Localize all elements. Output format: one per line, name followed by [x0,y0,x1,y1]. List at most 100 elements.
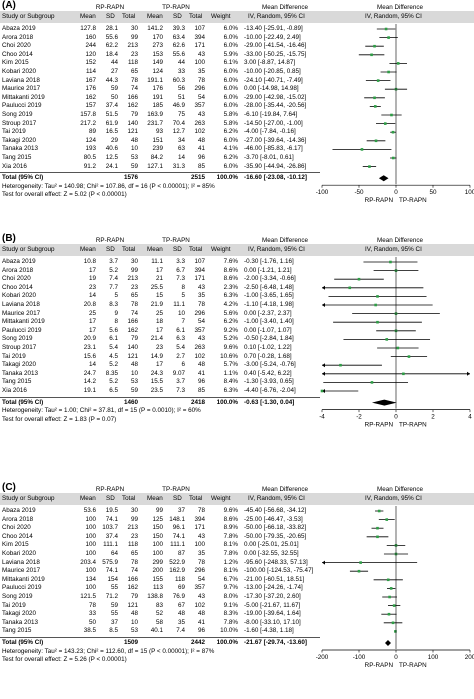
mean-tp: 23.5 [150,387,163,394]
sd-rp: 44.3 [105,76,118,84]
total-tp: 35 [197,550,205,557]
sd-tp: 9.07 [172,369,185,377]
mean-difference-ci: -4.40 [-6.76, -2.04] [244,387,296,394]
sd-rp: 575.9 [102,558,118,566]
sd1-header: SD [106,13,115,20]
mean-rp: 100 [85,584,96,592]
total-label: Total (95% CI) [2,174,44,182]
weight: 6.2% [223,318,238,326]
ci-arrow-left [322,303,325,307]
study-name: Arora 2018 [2,33,34,41]
study-name: Takagi 2020 [2,610,36,618]
mean-tp: 299 [152,558,163,566]
sd-tp: 46.9 [172,102,185,110]
mean-rp: 10.8 [83,258,96,265]
point-estimate [370,53,373,57]
sd-tp: 3.3 [176,258,185,265]
study-name: Tang 2015 [2,154,32,161]
total-tp: 35 [197,68,205,75]
sd-tp: 67 [177,601,185,609]
total-rp: 121 [127,601,138,609]
point-estimate [384,27,388,31]
mean-tp: 18 [155,318,163,326]
sd-tp: 51 [177,93,185,101]
sd-rp: 19.5 [105,507,118,514]
point-estimate [385,518,389,521]
weight: 6.0% [223,162,238,170]
sd-rp: 59 [110,85,118,93]
study-name: Abaza 2019 [2,258,36,265]
mean-difference-ci: -19.00 [-39.64, 1.64] [244,610,301,618]
total-tp: 296 [194,309,205,317]
overall-effect-text: Test for overall effect: Z = 5.02 (P < 0… [2,191,127,199]
weight: 8.1% [223,541,238,549]
study-name: Mittakanti 2019 [2,93,45,101]
mean-rp: 176 [85,85,96,93]
mean-rp: 100 [85,524,96,532]
sd-rp: 28.1 [105,25,118,32]
mean-rp: 20.9 [83,335,96,343]
mean-rp: 100 [85,567,96,575]
mean-rp: 33 [88,610,96,618]
mean-tp: 141.2 [147,25,163,32]
mean-rp: 20.8 [83,301,96,308]
weight: 5.9% [223,50,238,58]
total-tp: 43 [197,111,205,118]
heterogeneity-text: Heterogeneity: Tau² = 143.23; Chi² = 112… [2,647,215,655]
mean-difference-ci: 0.00 [-14.98, 14.98] [244,85,299,93]
total-rp: 74 [130,309,138,317]
mean-tp: 14.9 [150,352,163,360]
mean-tp: 17 [155,266,163,274]
weight: 6.0% [223,68,238,75]
total-rp: 59 [130,162,138,170]
point-estimate [357,569,361,573]
study-name: Choi 2020 [2,42,31,50]
weight-header: Weight [211,246,231,253]
mean-rp: 14.2 [83,378,96,386]
sd-rp: 8.5 [109,627,118,635]
point-estimate [383,122,387,125]
total-rp: 166 [127,93,138,101]
total-tp: 41 [197,618,205,626]
sd-tp: 5.4 [176,344,185,351]
mean-rp: 120 [85,50,96,58]
mean-difference-ci: -6.10 [-19.84, 7.64] [244,111,298,118]
mean-difference-ci: -13.00 [-24.26, -1.74] [244,584,303,592]
sd-rp: 55 [110,610,118,618]
mean-tp: 191 [152,93,163,101]
mean-tp: 176 [152,85,163,93]
sd-tp: 118 [174,575,185,583]
mean-difference-ci: -50.00 [-66.18, -33.82] [244,524,307,532]
x-tick-label: 0 [394,654,398,661]
mean-difference-ci: 0.00 [-1.21, 1.21] [244,266,292,274]
mean-rp: 53.6 [83,507,96,514]
sd-rp: 111.1 [103,541,118,549]
total-tp: 107 [194,258,205,265]
total-rp: 74 [130,85,138,93]
point-estimate [394,630,397,633]
ci-arrow-right [467,371,470,376]
total-rp: 65 [130,292,138,300]
ci-plot-header: IV, Random, 95% CI [365,495,422,502]
total-tp: 2442 [190,639,205,646]
mean-tp: 17 [155,361,163,369]
sd-tp: 11.1 [173,301,185,308]
total-weight: 100.0% [216,398,238,406]
favours-left-label: RP-RAPN [365,662,394,669]
mean-difference-ci: 0.00 [-2.37, 2.37] [244,309,292,317]
mean-difference-ci: -95.60 [-248.33, 57.13] [244,558,308,566]
total-rp: 48 [130,610,138,618]
weight: 1.2% [223,558,238,566]
mean-tp: 170 [152,33,163,41]
mean-difference-ci: -10.00 [-22.49, 2.49] [244,33,301,41]
mean-difference-ci: -50.00 [-79.35, -20.65] [244,532,307,540]
mean-rp: 23 [88,283,96,291]
sd-tp: 34 [177,136,185,144]
weight: 8.0% [223,593,238,600]
mean-tp: 231.7 [147,119,163,127]
total-tp: 100 [194,541,205,549]
total-tp: 43 [197,283,205,291]
mean-tp: 151 [152,136,163,144]
point-estimate [402,372,405,376]
mean-rp: 78 [88,601,96,609]
